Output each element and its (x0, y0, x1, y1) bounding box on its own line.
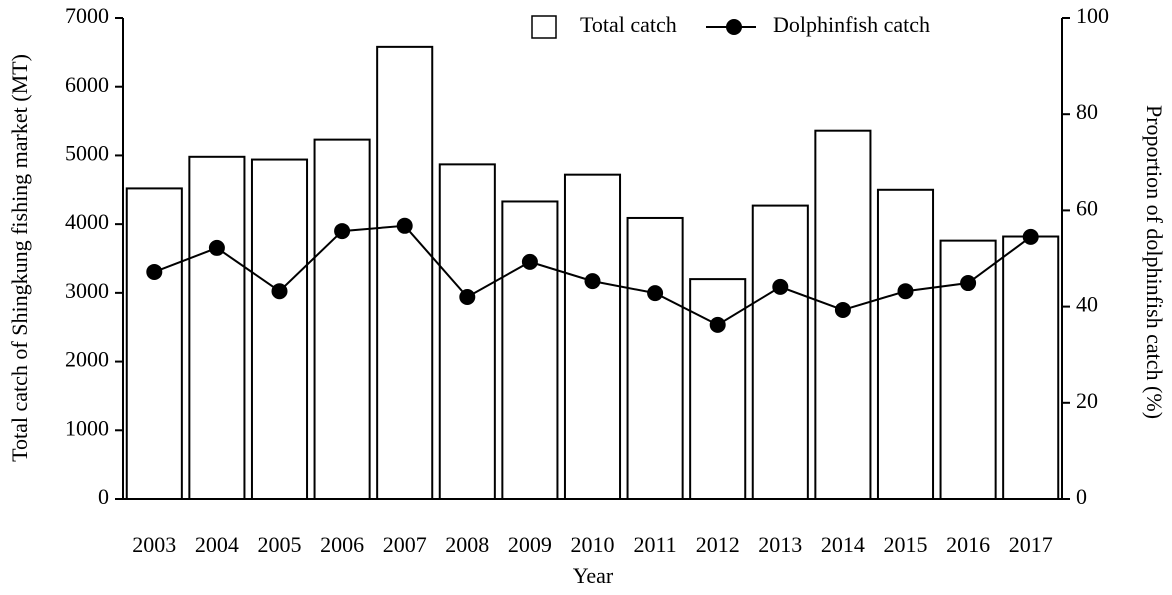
y-tick-label: 2000 (65, 347, 109, 372)
bar (563, 173, 622, 500)
x-tick-label: 2007 (383, 532, 427, 557)
x-tick-label: 2008 (445, 532, 489, 557)
y-tick-label: 6000 (65, 72, 109, 97)
y-tick-label: 4000 (65, 209, 109, 234)
x-tick-label: 2005 (258, 532, 302, 557)
marker (271, 283, 288, 300)
y2-tick-label: 20 (1076, 388, 1098, 413)
marker (459, 288, 476, 305)
x-axis-label: Year (573, 563, 614, 588)
y-tick-label: 7000 (65, 3, 109, 28)
bar (376, 45, 434, 501)
y-tick-label: 0 (98, 484, 109, 509)
y-tick-label: 3000 (65, 278, 109, 303)
marker (521, 253, 538, 270)
x-tick-label: 2010 (571, 532, 615, 557)
marker (709, 316, 726, 333)
marker (334, 223, 351, 240)
x-tick-label: 2004 (195, 532, 239, 557)
legend-marker (726, 19, 742, 35)
marker (647, 285, 664, 302)
bar (626, 216, 684, 501)
y2-tick-label: 40 (1076, 292, 1098, 317)
x-tick-label: 2016 (946, 532, 990, 557)
marker (146, 263, 163, 280)
bar (1002, 235, 1060, 501)
y2-tick-label: 80 (1076, 99, 1098, 124)
x-tick-label: 2013 (758, 532, 802, 557)
marker (1022, 228, 1039, 245)
bar (125, 187, 183, 500)
x-tick-label: 2011 (634, 532, 677, 557)
x-tick-label: 2017 (1009, 532, 1053, 557)
marker (960, 275, 977, 292)
legend-swatch (531, 15, 557, 39)
y-tick-label: 1000 (65, 415, 109, 440)
y-tick-label: 5000 (65, 140, 109, 165)
marker (772, 278, 789, 295)
x-tick-label: 2006 (320, 532, 364, 557)
marker (396, 217, 413, 234)
marker (897, 283, 914, 300)
bar (501, 200, 559, 501)
x-tick-label: 2012 (696, 532, 740, 557)
y2-axis-label: Proportion of dolphinfish catch (%) (1142, 105, 1167, 419)
x-tick-label: 2015 (884, 532, 928, 557)
y2-tick-label: 60 (1076, 195, 1098, 220)
y-axis-label: Total catch of Shingkung fishing market … (7, 54, 32, 462)
bar (438, 163, 496, 501)
legend-label: Dolphinfish catch (773, 12, 930, 37)
bar (250, 158, 309, 500)
x-tick-label: 2014 (821, 532, 865, 557)
marker (834, 301, 851, 318)
bar (313, 138, 371, 500)
y2-tick-label: 0 (1076, 484, 1087, 509)
x-tick-label: 2003 (132, 532, 176, 557)
bar (188, 155, 246, 500)
y2-tick-label: 100 (1076, 3, 1109, 28)
bar (751, 204, 809, 500)
legend-label: Total catch (580, 12, 677, 37)
x-tick-label: 2009 (508, 532, 552, 557)
marker (208, 239, 225, 256)
bar (876, 188, 935, 501)
marker (584, 273, 601, 290)
